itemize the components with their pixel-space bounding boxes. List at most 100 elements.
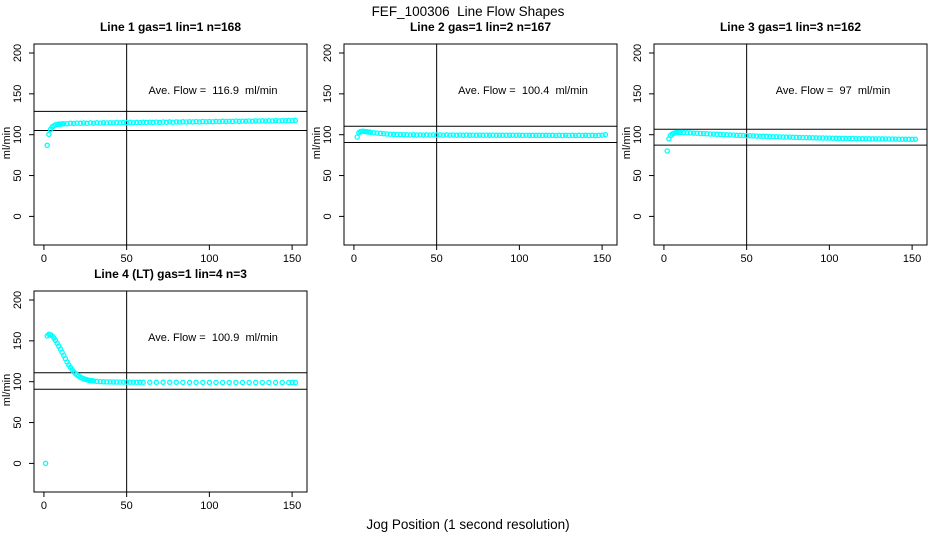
ave-flow-annotation: Ave. Flow = 100.4 ml/min (458, 85, 588, 97)
data-point (256, 118, 262, 124)
data-point (780, 134, 786, 140)
data-point (42, 460, 49, 467)
plot-box (33, 290, 308, 493)
data-point (147, 379, 153, 386)
data-point (773, 133, 780, 140)
y-axis-label: ml/min (1, 126, 13, 160)
subplot-line-3: 0 50 100 150 0 50 100 150 200 Line 3 gas=1 lin=3… (620, 18, 932, 268)
data-point (404, 132, 410, 138)
data-point (410, 132, 417, 138)
data-point (859, 135, 866, 142)
data-point (190, 119, 196, 125)
data-point (866, 136, 872, 142)
data-point (694, 130, 700, 136)
data-point (684, 129, 690, 136)
subplot-line-1: 0 50 100 150 0 50 100 150 200 Line 1 gas=1 lin=1… (0, 18, 312, 268)
data-point (704, 131, 710, 137)
x-tick-label: 50 (121, 253, 133, 265)
data-point (826, 135, 833, 141)
data-point (90, 120, 97, 126)
data-point (219, 379, 226, 386)
data-point (246, 379, 252, 386)
data-point (233, 118, 239, 124)
y-tick-label: 0 (322, 213, 334, 219)
data-point (450, 132, 456, 138)
data-point (786, 134, 793, 140)
ave-flow-annotation: Ave. Flow = 97 ml/min (775, 85, 891, 97)
data-point (750, 133, 757, 139)
y-tick-label: 50 (322, 169, 334, 181)
data-point (160, 379, 166, 386)
data-point (733, 132, 740, 139)
data-point (223, 118, 229, 125)
data-point (226, 118, 232, 124)
data-point (846, 135, 852, 142)
data-point (203, 119, 209, 125)
data-point (289, 379, 295, 386)
data-point (213, 118, 219, 125)
data-point (117, 379, 123, 385)
data-point (473, 132, 480, 139)
data-point (740, 132, 747, 139)
data-point (717, 131, 723, 138)
x-tick-label: 0 (351, 253, 357, 265)
x-tick-label: 100 (200, 253, 218, 265)
data-point (743, 132, 750, 139)
data-point (896, 136, 902, 142)
data-point (133, 119, 140, 126)
data-point (44, 142, 50, 149)
data-point (153, 119, 160, 125)
x-tick-label: 50 (121, 500, 133, 512)
data-point (400, 131, 407, 138)
data-point (493, 132, 499, 139)
data-point (110, 379, 117, 385)
data-point (427, 132, 433, 138)
data-point (140, 379, 146, 386)
y-axis-label: ml/min (1, 373, 13, 407)
y-tick-label: 100 (632, 126, 644, 144)
data-point (562, 132, 569, 139)
y-tick-label: 200 (12, 44, 24, 62)
x-tick-label: 100 (510, 253, 528, 265)
x-tick-label: 0 (41, 253, 47, 265)
data-point (209, 118, 216, 125)
data-point (206, 118, 213, 125)
data-point (166, 379, 173, 386)
data-point (354, 134, 360, 140)
subplot-line-4: 0 50 100 150 0 50 100 150 200 Line 4 (LT) gas=1 … (0, 265, 312, 515)
plot-area-line-2: 0 50 100 150 0 50 100 150 200 (322, 43, 618, 265)
data-point (500, 132, 506, 139)
data-point (374, 130, 380, 136)
data-point (84, 120, 90, 127)
data-point (94, 378, 100, 385)
data-point (233, 379, 239, 386)
subplot-line-2: 0 50 100 150 0 50 100 150 200 Line 2 gas=1 lin=2… (310, 18, 622, 268)
data-point (67, 120, 74, 127)
data-point (753, 133, 760, 139)
data-point (853, 135, 859, 142)
data-point (470, 132, 476, 138)
data-point (420, 132, 427, 138)
data-point (869, 136, 876, 142)
y-tick-label: 0 (632, 213, 644, 219)
data-point (137, 119, 143, 126)
data-point (876, 136, 882, 142)
data-point (440, 132, 447, 138)
data-point (553, 132, 559, 139)
data-point (127, 379, 133, 385)
data-point (599, 132, 605, 138)
data-point (710, 131, 717, 137)
data-point (909, 136, 915, 143)
data-point (384, 131, 390, 137)
plot-area-line-3: 0 50 100 150 0 50 100 150 200 (632, 43, 928, 265)
data-point (100, 379, 107, 385)
x-tick-label: 0 (41, 500, 47, 512)
data-point (724, 132, 730, 138)
data-point (757, 133, 763, 139)
x-tick-label: 100 (820, 253, 838, 265)
data-point (226, 379, 232, 386)
data-point (589, 132, 595, 139)
data-point (371, 129, 377, 136)
data-point (279, 117, 285, 124)
figure-title: FEF_100306 Line Flow Shapes (371, 4, 565, 19)
